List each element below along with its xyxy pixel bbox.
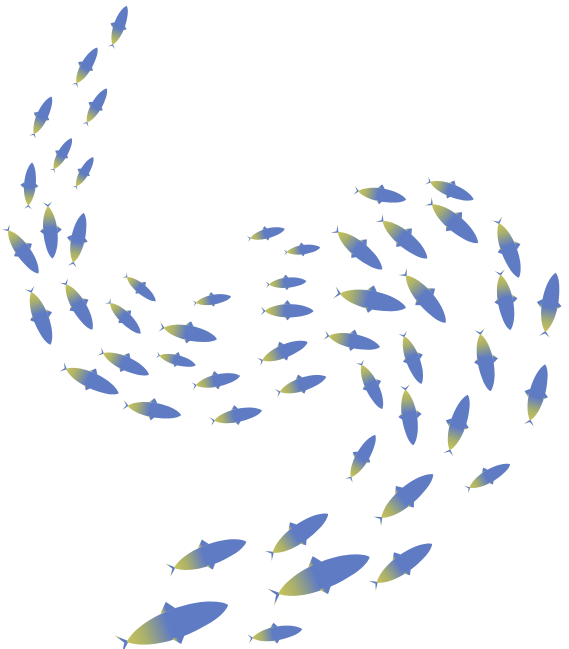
fish-6 [68,153,99,193]
fish-12 [54,274,103,335]
fish-25 [245,221,287,246]
fish-16 [94,341,154,384]
fish-43 [468,326,504,394]
fish-13 [119,268,162,307]
fish-3 [77,84,114,130]
fish-40 [486,213,532,282]
fish-48 [367,462,442,532]
fish-5 [45,134,78,176]
fish-20 [189,366,242,395]
fish-21 [207,399,264,431]
fish-9 [61,210,94,269]
fish-26 [282,239,322,259]
fish-44 [516,361,556,429]
fish-11 [19,282,63,349]
fish-49 [259,501,336,567]
fish-47 [339,429,384,486]
fish-37 [393,328,433,388]
fish-22 [191,288,233,311]
fish-41 [489,267,523,333]
fish-52 [363,531,440,597]
fish-42 [531,270,568,340]
fish-8 [37,200,65,260]
fish-2 [66,42,105,91]
fish-1 [102,2,135,51]
fish-10 [0,219,49,280]
fish-30 [331,277,410,321]
fish-29 [326,218,391,278]
fish-7 [18,161,41,211]
fish-23 [254,331,312,371]
fish-32 [352,179,409,209]
fish-38 [351,356,393,413]
fish-34 [371,207,436,267]
fish-28 [260,300,314,321]
fish-35 [420,190,487,252]
fish-24 [272,366,330,403]
fish-17 [121,392,184,426]
fish-4 [24,92,59,141]
fish-14 [101,293,148,340]
fish-46 [460,455,515,498]
fish-53 [109,582,236,649]
fish-31 [321,323,383,357]
fish-18 [154,346,198,373]
fish-27 [264,272,307,292]
fish-45 [435,390,479,459]
fish-19 [156,314,220,350]
fish-36 [393,262,457,331]
fish-54 [245,618,304,649]
fish-50 [161,525,252,585]
fish-39 [394,382,426,447]
